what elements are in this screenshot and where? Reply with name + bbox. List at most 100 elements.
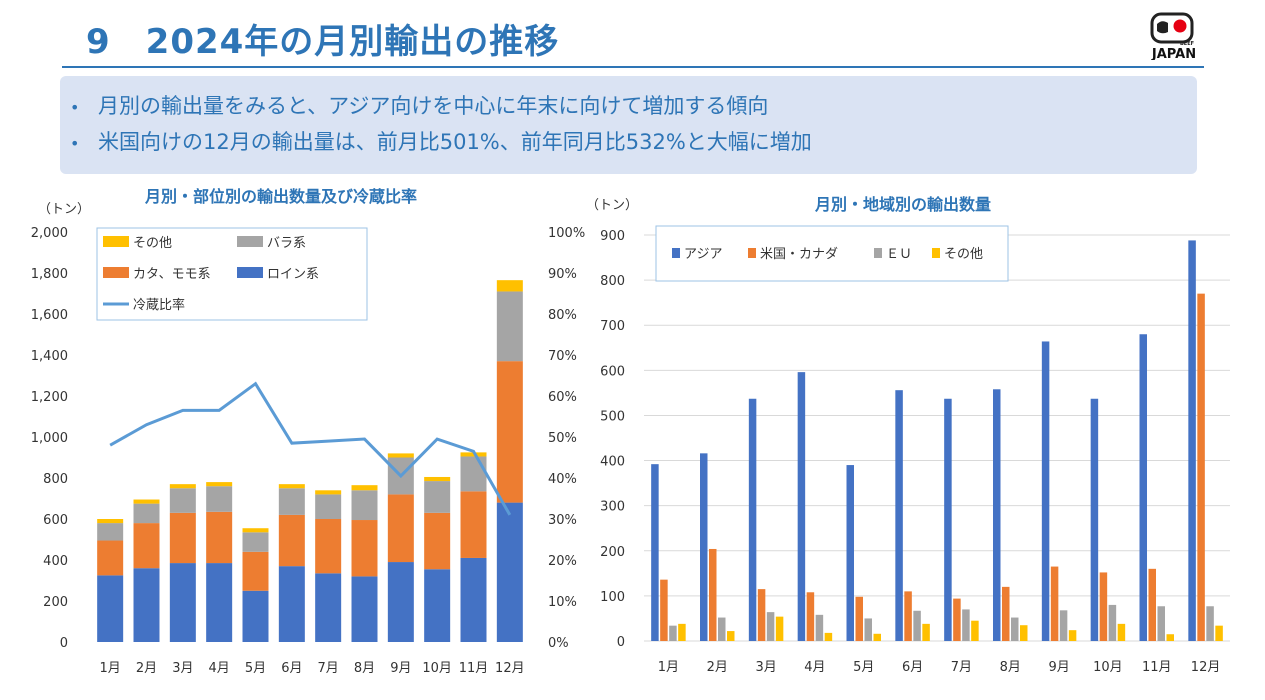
- y-tick-label: 700: [600, 319, 625, 334]
- bar-segment: [351, 576, 378, 642]
- y2-tick-label: 40%: [548, 472, 577, 487]
- bar: [1099, 572, 1108, 641]
- bar-segment: [97, 575, 124, 642]
- bar: [757, 589, 766, 641]
- y-tick-label: 0: [60, 636, 68, 651]
- bar: [904, 591, 912, 641]
- bar-segment: [242, 528, 269, 533]
- x-tick-label: 7月: [951, 660, 972, 675]
- y-tick-label: 1,600: [31, 308, 68, 323]
- bar-segment: [278, 484, 305, 489]
- legend-label: その他: [133, 236, 172, 251]
- bar: [775, 616, 784, 641]
- bar-segment: [424, 512, 451, 570]
- bar: [1020, 625, 1028, 641]
- legend-label: ＥＵ: [886, 247, 912, 262]
- bar: [1090, 398, 1099, 641]
- x-tick-label: 3月: [755, 660, 776, 675]
- bar-segment: [206, 486, 233, 512]
- bar-segment: [133, 568, 160, 642]
- bar: [815, 614, 824, 641]
- chart1-parts-stacked-bar: 0 200 400 600 800 1,000 1,200 1,400 1,600 1,800 2,…: [31, 226, 585, 676]
- cold-ratio-line: [109, 381, 512, 516]
- title-divider: [62, 66, 1204, 68]
- y-tick-label: 1,200: [31, 390, 68, 405]
- bar-segment: [97, 519, 124, 524]
- x-tick-label: 11月: [459, 661, 489, 676]
- bar: [855, 596, 863, 641]
- y-tick-label: 1,400: [31, 349, 68, 364]
- bar: [1011, 617, 1019, 641]
- bar: [700, 453, 708, 641]
- bar-segment: [242, 590, 269, 642]
- bar-segment: [315, 519, 342, 574]
- bar-segment: [460, 456, 487, 492]
- bar: [824, 632, 833, 641]
- y-tick-label: 600: [43, 513, 68, 528]
- bar-segment: [496, 280, 523, 292]
- bar: [953, 598, 961, 641]
- bar: [1050, 566, 1059, 641]
- bar-segment: [496, 291, 523, 362]
- bar: [846, 465, 854, 641]
- x-tick-label: 7月: [318, 661, 339, 676]
- bullet-dot: •: [70, 134, 80, 153]
- x-tick-label: 2月: [136, 661, 157, 676]
- chart2-title: 月別・地域別の輸出数量: [815, 195, 992, 214]
- bar: [766, 612, 775, 641]
- legend-swatch: [748, 248, 756, 258]
- bar-segment: [315, 494, 342, 519]
- bar-segment: [169, 488, 196, 513]
- bar-segment: [278, 488, 305, 515]
- chart2-region-grouped-bar: 0 100 200 300 400 500 600 700 800 900 1月 2月 3月 4月 5月 6月…: [600, 225, 1230, 675]
- bar: [1166, 634, 1174, 641]
- bar: [718, 617, 726, 641]
- y-tick-label: 400: [43, 554, 68, 569]
- x-tick-label: 5月: [853, 660, 874, 675]
- chart2-legend: [655, 225, 1009, 282]
- y-tick-label: 800: [43, 472, 68, 487]
- bar: [797, 372, 806, 641]
- legend-label: 冷蔵比率: [133, 297, 185, 313]
- bar-segment: [242, 532, 269, 552]
- bar: [1206, 606, 1214, 641]
- bar: [1197, 293, 1205, 641]
- bar-segment: [206, 563, 233, 642]
- y2-tick-label: 50%: [548, 431, 577, 446]
- bar: [922, 623, 930, 641]
- x-tick-label: 3月: [172, 661, 193, 676]
- bar-segment: [496, 361, 523, 503]
- bullet-dot: •: [70, 98, 80, 117]
- bar: [660, 579, 668, 641]
- x-tick-label: 10月: [422, 661, 452, 676]
- beef-japan-logo-icon: BEEF JAPAN: [1150, 12, 1196, 62]
- y-tick-label: 300: [600, 500, 625, 515]
- bar-segment: [351, 520, 378, 577]
- legend-swatch: [874, 248, 882, 258]
- bar-segment: [424, 481, 451, 513]
- x-tick-label: 4月: [209, 661, 230, 676]
- y-tick-label: 1,000: [31, 431, 68, 446]
- page-title: 9 2024年の月別輸出の推移: [86, 22, 560, 62]
- bar: [993, 389, 1001, 641]
- y-tick-label: 400: [600, 455, 625, 470]
- bar-segment: [133, 503, 160, 524]
- legend-label: アジア: [684, 247, 722, 262]
- legend-label: その他: [944, 247, 983, 262]
- bar-segment: [133, 523, 160, 569]
- legend-swatch: [103, 236, 129, 247]
- bar-segment: [387, 494, 414, 563]
- bar-segment: [169, 563, 196, 642]
- y2-tick-label: 70%: [548, 349, 577, 364]
- bar-segment: [206, 511, 233, 564]
- bar-segment: [387, 562, 414, 642]
- bar: [1059, 610, 1068, 641]
- legend-swatch: [103, 267, 129, 278]
- bar: [913, 610, 921, 641]
- bar-segment: [315, 573, 342, 642]
- bar: [971, 620, 979, 641]
- y-tick-label: 0: [617, 635, 625, 650]
- y2-tick-label: 60%: [548, 390, 577, 405]
- bar: [895, 390, 903, 641]
- legend-swatch: [932, 248, 940, 258]
